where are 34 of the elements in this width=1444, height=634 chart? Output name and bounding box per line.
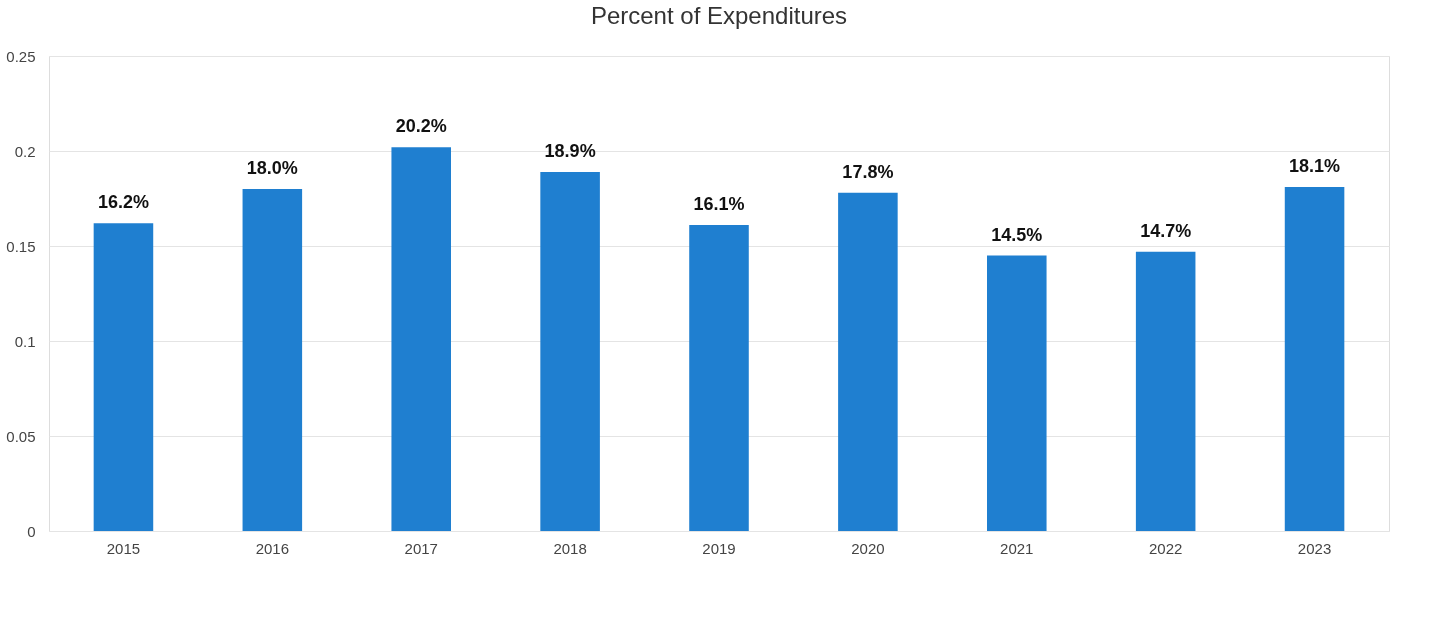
data-label: 14.5%: [991, 224, 1043, 245]
x-tick-label: 2019: [702, 539, 736, 557]
y-tick-label: 0.05: [6, 427, 36, 445]
data-label: 17.8%: [842, 161, 894, 182]
bar: [689, 225, 749, 531]
y-tick-label: 0.15: [6, 237, 36, 255]
x-tick-label: 2023: [1297, 539, 1332, 557]
data-label: 18.9%: [544, 140, 596, 161]
x-tick-label: 2016: [255, 539, 290, 557]
x-tick-label: 2017: [404, 539, 438, 557]
bar: [540, 171, 600, 531]
chart-title: Percent of Expenditures: [590, 2, 848, 29]
y-tick-label: 0.25: [6, 47, 36, 65]
data-label: 18.0%: [246, 158, 298, 178]
x-tick-label: 2022: [1148, 539, 1183, 557]
bar: [1284, 187, 1345, 531]
data-label: 16.2%: [97, 192, 149, 213]
y-tick-label: 0: [27, 522, 36, 540]
bar: [93, 223, 154, 531]
bar: [1135, 251, 1196, 531]
bar: [242, 189, 303, 531]
x-tick-label: 2020: [851, 539, 885, 557]
data-label: 20.2%: [395, 116, 447, 137]
x-tick-label: 2015: [106, 539, 141, 557]
data-label: 14.7%: [1140, 220, 1192, 241]
x-tick-label: 2021: [1000, 539, 1034, 557]
data-label: 16.1%: [693, 194, 745, 215]
bar: [987, 255, 1047, 531]
bar: [838, 192, 898, 531]
bar: [391, 147, 451, 531]
data-label: 18.1%: [1289, 156, 1341, 177]
x-tick-label: 2018: [553, 539, 587, 557]
y-tick-label: 0.1: [14, 332, 36, 350]
y-tick-label: 0.2: [14, 142, 36, 160]
